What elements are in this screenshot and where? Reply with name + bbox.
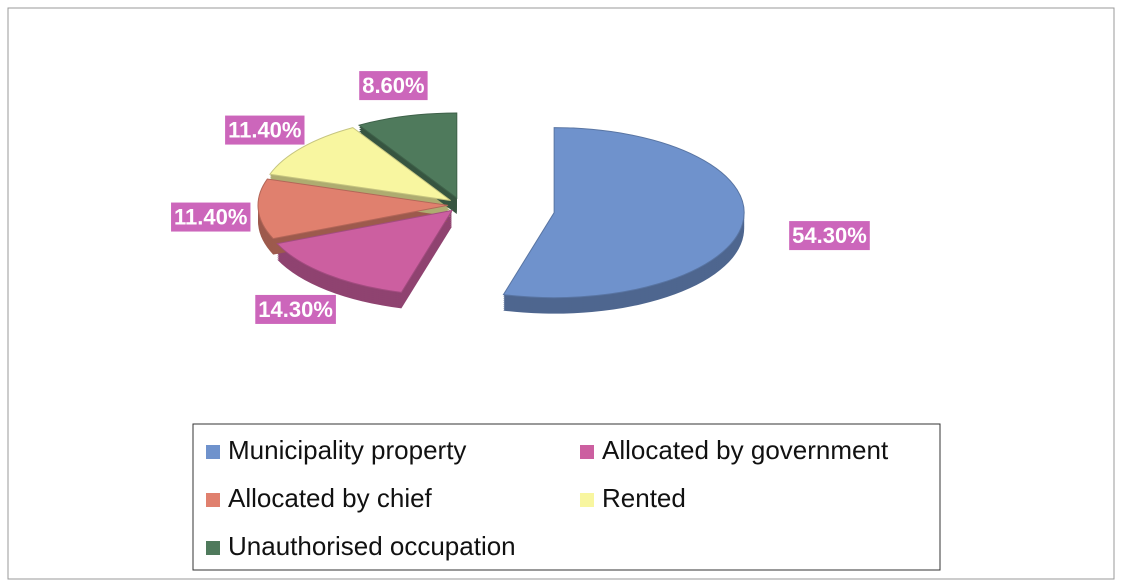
data-labels: 54.30% 14.30% 11.40% 11.40% 8.60% (171, 71, 870, 324)
legend-swatch (206, 445, 220, 459)
data-label-bg (171, 202, 251, 232)
legend-swatch (206, 493, 220, 507)
data-label: 11.40% (228, 118, 301, 143)
legend-label: Rented (602, 483, 686, 513)
data-label-bg (225, 115, 305, 145)
legend-swatch (206, 541, 220, 555)
legend-label: Allocated by government (602, 435, 889, 465)
legend-label: Unauthorised occupation (228, 531, 516, 561)
legend-swatch (580, 493, 594, 507)
legend-label: Municipality property (228, 435, 466, 465)
slice (269, 127, 451, 202)
data-label-bg (359, 71, 428, 101)
slice (357, 112, 458, 200)
slice (257, 178, 449, 240)
slice (276, 209, 454, 293)
data-label-bg (255, 294, 336, 324)
data-label: 8.60% (362, 73, 424, 98)
legend: Municipality property Allocated by govern… (206, 435, 889, 561)
data-label-bg (789, 221, 870, 251)
pie (257, 112, 745, 314)
data-label: 14.30% (258, 297, 333, 322)
data-label: 54.30% (792, 223, 867, 248)
legend-swatch (580, 445, 594, 459)
slice (502, 127, 745, 299)
legend-label: Allocated by chief (228, 483, 433, 513)
data-label: 11.40% (174, 205, 247, 230)
legend-box (192, 423, 941, 571)
